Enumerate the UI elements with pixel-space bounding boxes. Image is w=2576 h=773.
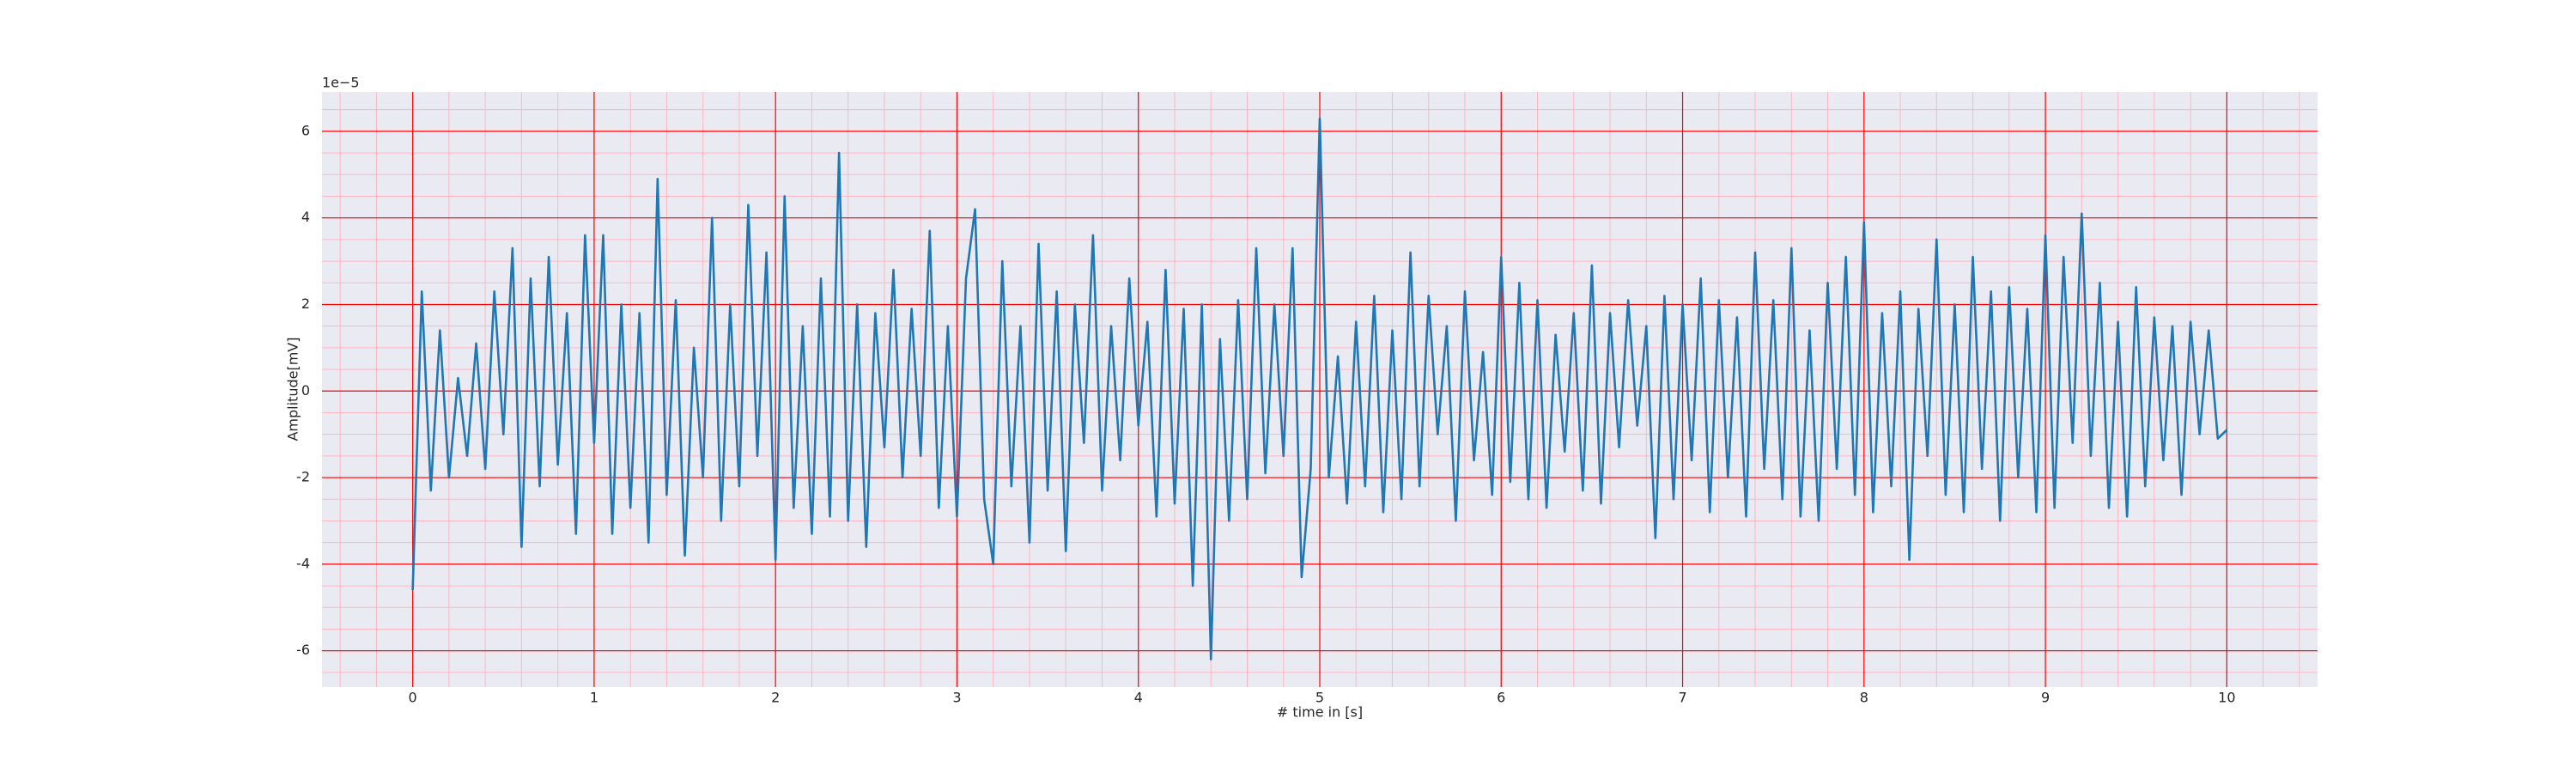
y-tick-label: -6 bbox=[296, 642, 310, 658]
x-tick-label: 2 bbox=[771, 690, 780, 706]
y-tick-label: 4 bbox=[301, 209, 310, 225]
y-tick-label: -2 bbox=[296, 469, 310, 485]
signal-line bbox=[411, 117, 2228, 661]
x-tick-label: 5 bbox=[1315, 690, 1324, 706]
x-tick-label: 8 bbox=[1860, 690, 1868, 706]
x-tick-label: 1 bbox=[590, 690, 598, 706]
y-tick-label: 6 bbox=[301, 122, 310, 138]
y-tick-label: -4 bbox=[296, 555, 310, 571]
x-tick-label: 4 bbox=[1134, 690, 1143, 706]
offset-label: 1e−5 bbox=[322, 75, 360, 91]
x-tick-label: 3 bbox=[952, 690, 961, 706]
x-tick-label: 6 bbox=[1497, 690, 1505, 706]
y-tick-label: 0 bbox=[301, 382, 310, 399]
x-tick-label: 10 bbox=[2218, 690, 2235, 706]
x-tick-label: 0 bbox=[409, 690, 417, 706]
y-axis-label: Amplitude[mV] bbox=[285, 337, 301, 441]
y-tick-label: 2 bbox=[301, 295, 310, 312]
x-axis-label: # time in [s] bbox=[1277, 704, 1363, 721]
x-tick-label: 7 bbox=[1678, 690, 1686, 706]
x-tick-label: 9 bbox=[2041, 690, 2050, 706]
